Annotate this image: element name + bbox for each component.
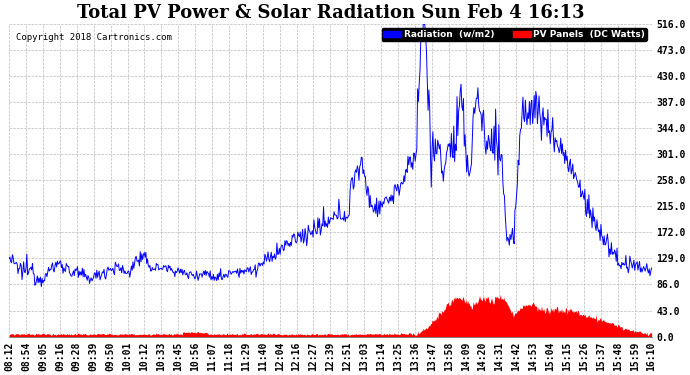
Title: Total PV Power & Solar Radiation Sun Feb 4 16:13: Total PV Power & Solar Radiation Sun Feb…	[77, 4, 584, 22]
Text: Copyright 2018 Cartronics.com: Copyright 2018 Cartronics.com	[16, 33, 172, 42]
Legend: Radiation  (w/m2), PV Panels  (DC Watts): Radiation (w/m2), PV Panels (DC Watts)	[382, 28, 647, 41]
